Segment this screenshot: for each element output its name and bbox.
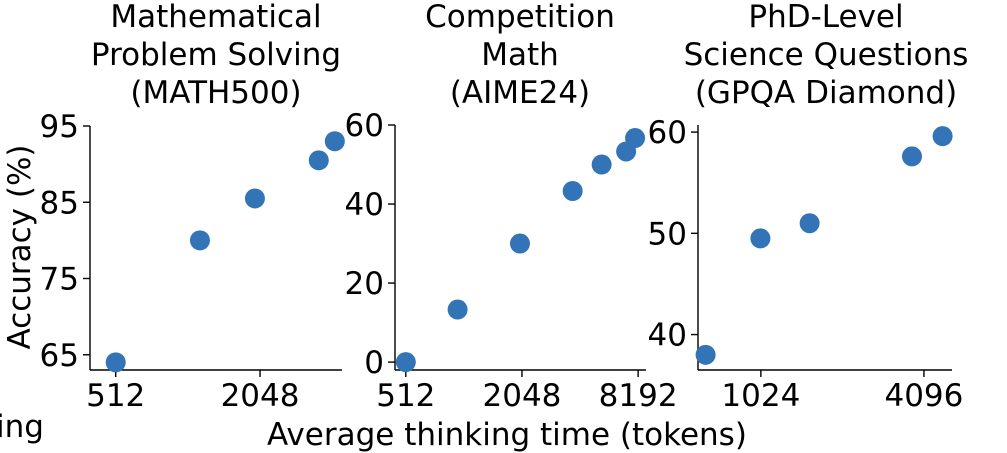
panel-3-data-point-4 [932,126,953,147]
panel-2-ytick-label-2: 40 [345,187,384,223]
panel-3-xtick-label-0: 1024 [721,378,800,414]
panel-2-ytick-label-0: 0 [364,345,384,381]
panel-2-data-point-4 [591,154,612,175]
panel-3-xtick-label-1: 4096 [884,378,963,414]
panel-1-data-point-2 [244,188,265,209]
panel-1-data-point-0 [105,352,126,373]
panel-2-data-point-6 [625,128,646,149]
panel-2-data-point-1 [447,299,468,320]
panel-gpqa: PhD-Level Science Questions (GPQA Diamon… [648,0,969,414]
panel-1-title-line-2: Problem Solving [91,37,341,73]
panel-2-data-point-2 [509,233,530,254]
panel-2-data-point-0 [395,352,416,373]
panel-1-data-point-3 [308,150,329,171]
panel-3-data-point-3 [901,146,922,167]
panel-1-title-line-1: Mathematical [110,0,321,35]
panel-1-ytick-label-1: 75 [40,262,79,298]
panel-2-title-line-1: Competition [425,0,615,35]
panel-3-data-point-2 [799,213,820,234]
panel-1-ytick-label-2: 85 [40,185,79,221]
panel-2-xtick-label-2: 8192 [599,378,678,414]
panel-1-data-point-4 [324,131,345,152]
panel-2-title-line-3: (AIME24) [450,75,590,111]
panel-2-xtick-label-1: 2048 [483,378,562,414]
panel-1-xtick-label-0: 512 [86,378,145,414]
panel-3-title-line-1: PhD-Level [748,0,903,35]
panel-3-title-line-2: Science Questions [684,37,969,73]
panel-math500: Mathematical Problem Solving (MATH500) A… [2,0,345,414]
panel-1-ytick-label-3: 95 [40,109,79,145]
panel-2-data-point-3 [562,180,583,201]
panel-1-data-point-1 [189,230,210,251]
panel-3-ytick-label-0: 40 [648,318,687,354]
panel-2-ytick-label-1: 20 [345,266,384,302]
panel-2-ytick-label-3: 60 [345,108,384,144]
panel-3-data-point-1 [750,228,771,249]
panel-2-xtick-label-0: 512 [376,378,435,414]
panel-3-ytick-label-2: 60 [648,115,687,151]
panel-2-title-line-2: Math [481,37,559,73]
panel-1-title-line-3: (MATH500) [130,75,301,111]
x-axis-label: Average thinking time (tokens) [267,417,747,453]
cropped-label: ing [0,409,44,445]
panel-3-ytick-label-1: 50 [648,216,687,252]
y-axis-label: Accuracy (%) [2,144,38,349]
panel-aime24: Competition Math (AIME24) 0 20 40 60 512 204… [345,0,678,414]
panel-3-data-point-0 [695,344,716,365]
panel-1-ytick-label-0: 65 [40,338,79,374]
panel-3-title-line-3: (GPQA Diamond) [695,75,957,111]
panel-1-xtick-label-1: 2048 [221,378,300,414]
